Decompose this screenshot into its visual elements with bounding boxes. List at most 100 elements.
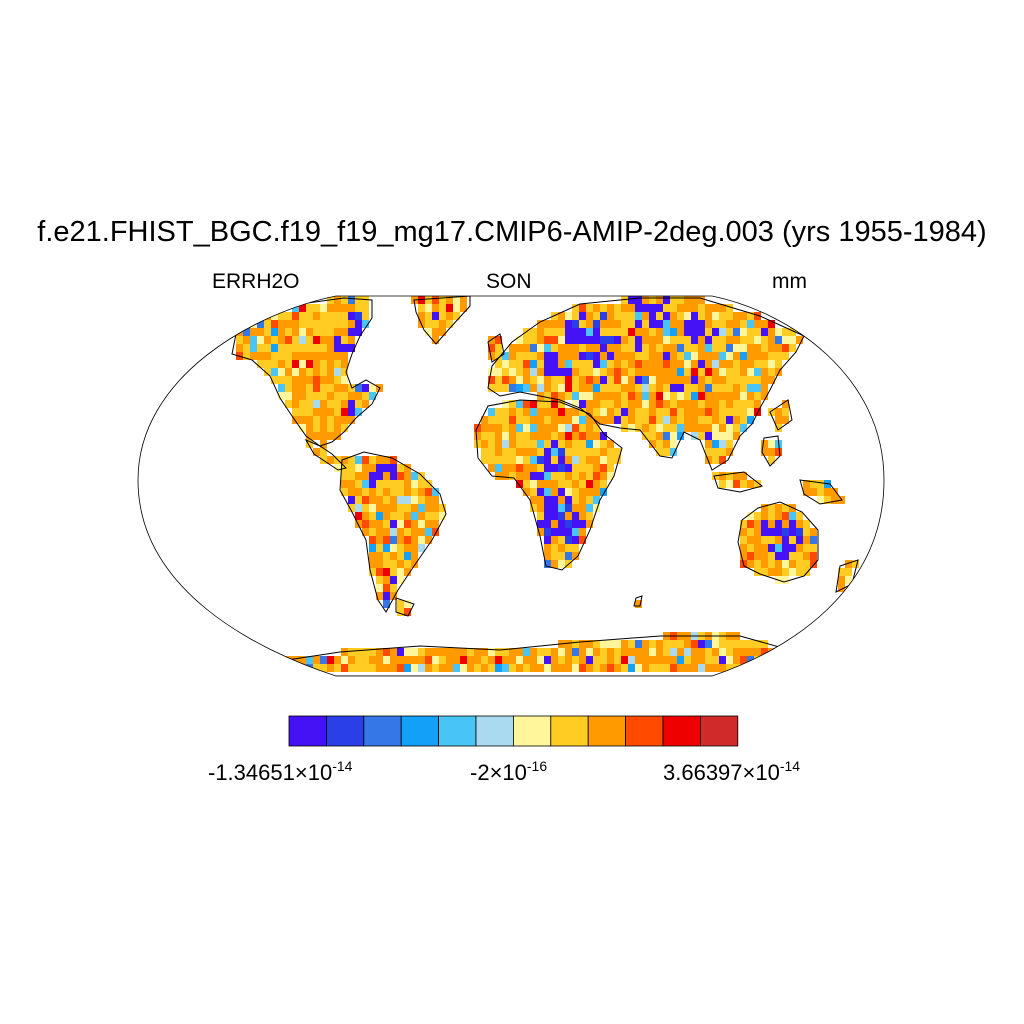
coastline bbox=[737, 501, 819, 583]
grid-cell bbox=[530, 656, 537, 664]
grid-cell bbox=[607, 320, 614, 328]
grid-cell bbox=[278, 360, 285, 368]
coastline bbox=[273, 635, 801, 676]
grid-cell bbox=[768, 328, 775, 336]
grid-cell bbox=[663, 344, 670, 352]
grid-cell bbox=[264, 336, 271, 344]
grid-cell bbox=[551, 336, 558, 344]
grid-cell bbox=[355, 408, 362, 416]
grid-cell bbox=[460, 656, 467, 664]
grid-cell bbox=[600, 304, 607, 312]
grid-cell bbox=[803, 536, 810, 544]
grid-cell bbox=[572, 472, 579, 480]
grid-cell bbox=[369, 536, 376, 544]
grid-cell bbox=[306, 424, 313, 432]
grid-cell bbox=[656, 336, 663, 344]
grid-cell bbox=[544, 408, 551, 416]
grid-cell bbox=[677, 336, 684, 344]
grid-cell bbox=[502, 376, 509, 384]
grid-cell bbox=[355, 384, 362, 392]
grid-cell bbox=[383, 552, 390, 560]
grid-cell bbox=[705, 328, 712, 336]
grid-cell bbox=[551, 368, 558, 376]
grid-cell bbox=[551, 408, 558, 416]
grid-cell bbox=[614, 312, 621, 320]
grid-cell bbox=[411, 520, 418, 528]
grid-cell bbox=[635, 336, 642, 344]
grid-cell bbox=[663, 408, 670, 416]
grid-cell bbox=[656, 344, 663, 352]
grid-cell bbox=[691, 312, 698, 320]
grid-cell bbox=[775, 664, 782, 672]
grid-cell bbox=[537, 344, 544, 352]
grid-cell bbox=[362, 456, 369, 464]
grid-cell bbox=[565, 440, 572, 448]
grid-cell bbox=[677, 344, 684, 352]
grid-cell bbox=[530, 384, 537, 392]
grid-cell bbox=[348, 464, 355, 472]
grid-cell bbox=[733, 336, 740, 344]
grid-cell bbox=[705, 448, 712, 456]
grid-cell bbox=[586, 648, 593, 656]
grid-cell bbox=[558, 488, 565, 496]
grid-cell bbox=[698, 360, 705, 368]
grid-cell bbox=[390, 592, 397, 600]
grid-cell bbox=[313, 384, 320, 392]
grid-cell bbox=[313, 368, 320, 376]
grid-cell bbox=[775, 544, 782, 552]
grid-cell bbox=[425, 320, 432, 328]
grid-cell bbox=[418, 496, 425, 504]
grid-cell bbox=[747, 328, 754, 336]
grid-cell bbox=[677, 328, 684, 336]
grid-cell bbox=[761, 384, 768, 392]
grid-cell bbox=[537, 512, 544, 520]
grid-cell bbox=[397, 464, 404, 472]
grid-cell bbox=[488, 464, 495, 472]
grid-cell bbox=[761, 360, 768, 368]
grid-cell bbox=[488, 344, 495, 352]
grid-cell bbox=[747, 520, 754, 528]
grid-cell bbox=[299, 312, 306, 320]
grid-cell bbox=[733, 416, 740, 424]
grid-cell bbox=[628, 392, 635, 400]
grid-cell bbox=[754, 480, 761, 488]
grid-cell bbox=[362, 464, 369, 472]
grid-cell bbox=[600, 472, 607, 480]
grid-cell bbox=[551, 320, 558, 328]
grid-cell bbox=[663, 400, 670, 408]
grid-cell bbox=[313, 664, 320, 672]
grid-cell bbox=[565, 448, 572, 456]
grid-cell bbox=[628, 664, 635, 672]
grid-cell bbox=[320, 448, 327, 456]
grid-cell bbox=[649, 440, 656, 448]
grid-cell bbox=[404, 504, 411, 512]
grid-cell bbox=[726, 312, 733, 320]
grid-cell bbox=[537, 320, 544, 328]
grid-cell bbox=[264, 360, 271, 368]
grid-cell bbox=[642, 408, 649, 416]
grid-cell bbox=[355, 512, 362, 520]
grid-cell bbox=[292, 392, 299, 400]
grid-cell bbox=[733, 400, 740, 408]
grid-cell bbox=[537, 520, 544, 528]
grid-cell bbox=[348, 496, 355, 504]
grid-cell bbox=[495, 344, 502, 352]
grid-cell bbox=[579, 360, 586, 368]
grid-cell bbox=[747, 664, 754, 672]
grid-cell bbox=[635, 320, 642, 328]
grid-cell bbox=[782, 536, 789, 544]
grid-cell bbox=[271, 360, 278, 368]
grid-cell bbox=[544, 544, 551, 552]
grid-cell bbox=[586, 664, 593, 672]
grid-cell bbox=[516, 432, 523, 440]
grid-cell bbox=[537, 456, 544, 464]
grid-cell bbox=[614, 640, 621, 648]
grid-cell bbox=[726, 392, 733, 400]
grid-cell bbox=[369, 560, 376, 568]
grid-cell bbox=[341, 384, 348, 392]
grid-cell bbox=[299, 424, 306, 432]
grid-cell bbox=[642, 400, 649, 408]
grid-cell bbox=[313, 416, 320, 424]
grid-cell bbox=[726, 432, 733, 440]
grid-cell bbox=[257, 320, 264, 328]
